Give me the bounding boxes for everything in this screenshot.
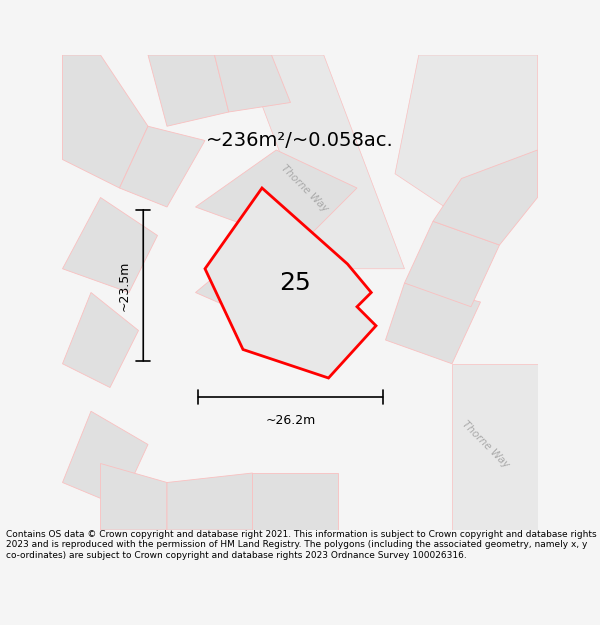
Text: ~23.5m: ~23.5m (118, 260, 131, 311)
Polygon shape (62, 411, 148, 506)
Text: Thorne Way: Thorne Way (279, 162, 330, 214)
Polygon shape (196, 245, 329, 326)
Text: ~236m²/~0.058ac.: ~236m²/~0.058ac. (206, 131, 394, 150)
Polygon shape (100, 464, 167, 530)
Polygon shape (452, 364, 538, 530)
Text: Thorne Way: Thorne Way (460, 419, 511, 470)
Polygon shape (119, 126, 205, 207)
Polygon shape (253, 473, 338, 530)
Polygon shape (167, 473, 253, 530)
Polygon shape (148, 55, 229, 126)
Polygon shape (404, 221, 499, 307)
Polygon shape (196, 150, 357, 245)
Text: Contains OS data © Crown copyright and database right 2021. This information is : Contains OS data © Crown copyright and d… (6, 530, 596, 560)
Polygon shape (205, 188, 376, 378)
Text: 25: 25 (280, 271, 311, 295)
Polygon shape (433, 150, 538, 245)
Polygon shape (243, 55, 404, 269)
Polygon shape (386, 283, 481, 364)
Text: ~26.2m: ~26.2m (265, 414, 316, 428)
Polygon shape (395, 55, 538, 221)
Polygon shape (62, 55, 148, 188)
Polygon shape (62, 292, 139, 388)
Polygon shape (62, 198, 157, 292)
Polygon shape (215, 55, 290, 112)
